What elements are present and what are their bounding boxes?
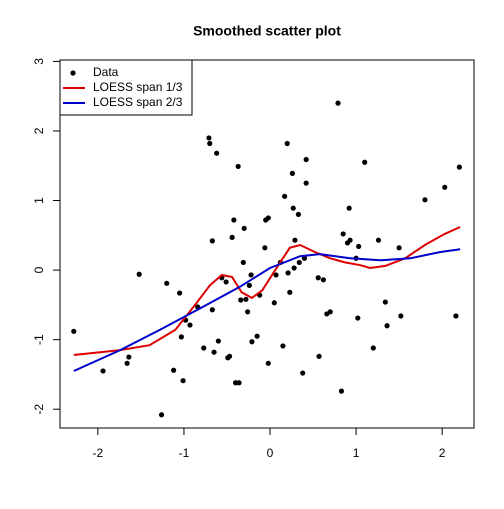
data-point: [215, 338, 221, 344]
data-point: [300, 370, 306, 376]
legend-label: LOESS span 1/3: [93, 80, 183, 94]
data-point: [236, 380, 242, 386]
data-point: [290, 205, 296, 211]
data-point: [340, 231, 346, 237]
data-point: [231, 217, 237, 223]
data-point: [246, 282, 252, 288]
data-point: [262, 245, 268, 251]
x-tick-label: 0: [267, 446, 274, 460]
data-point: [214, 150, 220, 156]
data-point: [296, 259, 302, 266]
y-tick-label: 2: [32, 127, 46, 134]
data-point: [206, 135, 212, 141]
data-point: [291, 265, 297, 271]
data-point: [362, 159, 368, 165]
data-point: [280, 343, 286, 349]
data-point: [229, 234, 235, 240]
data-point: [201, 345, 207, 351]
data-point: [327, 309, 333, 315]
legend-marker: [70, 70, 76, 76]
data-point: [398, 313, 404, 319]
y-tick-label: -2: [32, 404, 46, 415]
data-point: [287, 289, 293, 295]
data-point: [126, 354, 132, 360]
data-point: [282, 193, 288, 199]
data-point: [338, 388, 345, 394]
data-point: [422, 197, 428, 203]
data-point: [273, 272, 279, 278]
data-point: [223, 279, 229, 285]
data-point: [316, 353, 322, 359]
data-point: [164, 280, 170, 286]
data-point: [238, 297, 244, 303]
data-point: [347, 237, 353, 243]
smooth-line: [73, 248, 461, 372]
data-point: [346, 205, 352, 211]
smooth-line: [73, 226, 461, 356]
data-point: [315, 275, 321, 281]
data-point: [211, 349, 217, 355]
data-point: [178, 334, 184, 340]
y-tick-label: -1: [32, 334, 46, 345]
data-point: [370, 345, 376, 351]
data-point: [235, 163, 241, 170]
data-point: [240, 259, 246, 266]
data-point: [245, 309, 251, 315]
data-point: [396, 245, 402, 251]
data-point: [171, 367, 177, 373]
data-point: [248, 272, 254, 278]
data-point: [303, 180, 309, 186]
data-point: [226, 353, 233, 359]
data-point: [100, 368, 106, 374]
x-tick-label: -1: [179, 446, 190, 460]
data-point: [289, 170, 295, 176]
data-point: [284, 140, 290, 147]
data-point: [254, 333, 260, 339]
data-point: [209, 307, 215, 313]
data-point: [356, 243, 362, 250]
data-point: [243, 296, 249, 302]
data-point: [136, 271, 142, 277]
legend-label: LOESS span 2/3: [93, 95, 183, 109]
data-point: [71, 328, 77, 334]
data-point: [375, 237, 382, 243]
data-point: [177, 290, 183, 296]
data-point: [209, 238, 215, 244]
data-point: [303, 156, 309, 163]
data-point: [295, 211, 302, 218]
data-point: [187, 322, 193, 328]
y-tick-label: 0: [32, 266, 46, 273]
y-tick-label: 1: [32, 197, 46, 204]
x-tick-label: -2: [93, 446, 104, 460]
data-point: [335, 100, 341, 106]
data-point: [207, 140, 213, 147]
x-tick-label: 2: [439, 446, 446, 460]
data-point: [124, 360, 130, 366]
x-tick-label: 1: [353, 446, 360, 460]
data-point: [301, 255, 308, 261]
data-point: [180, 378, 186, 384]
data-point: [241, 225, 247, 231]
data-point: [355, 315, 361, 321]
data-point: [285, 270, 291, 276]
data-point: [158, 412, 165, 418]
legend-label: Data: [93, 65, 119, 79]
data-point: [453, 313, 459, 319]
data-point: [384, 323, 390, 329]
plot-frame: [59, 59, 475, 429]
data-point: [320, 277, 326, 283]
y-tick-label: 3: [32, 58, 46, 65]
chart-title: Smoothed scatter plot: [193, 23, 341, 39]
data-point: [456, 164, 462, 170]
data-point: [265, 215, 271, 221]
data-point: [382, 299, 388, 305]
data-point: [292, 237, 298, 243]
data-point: [442, 184, 448, 190]
data-point: [249, 339, 255, 345]
data-point: [271, 300, 277, 306]
data-point: [265, 360, 271, 366]
